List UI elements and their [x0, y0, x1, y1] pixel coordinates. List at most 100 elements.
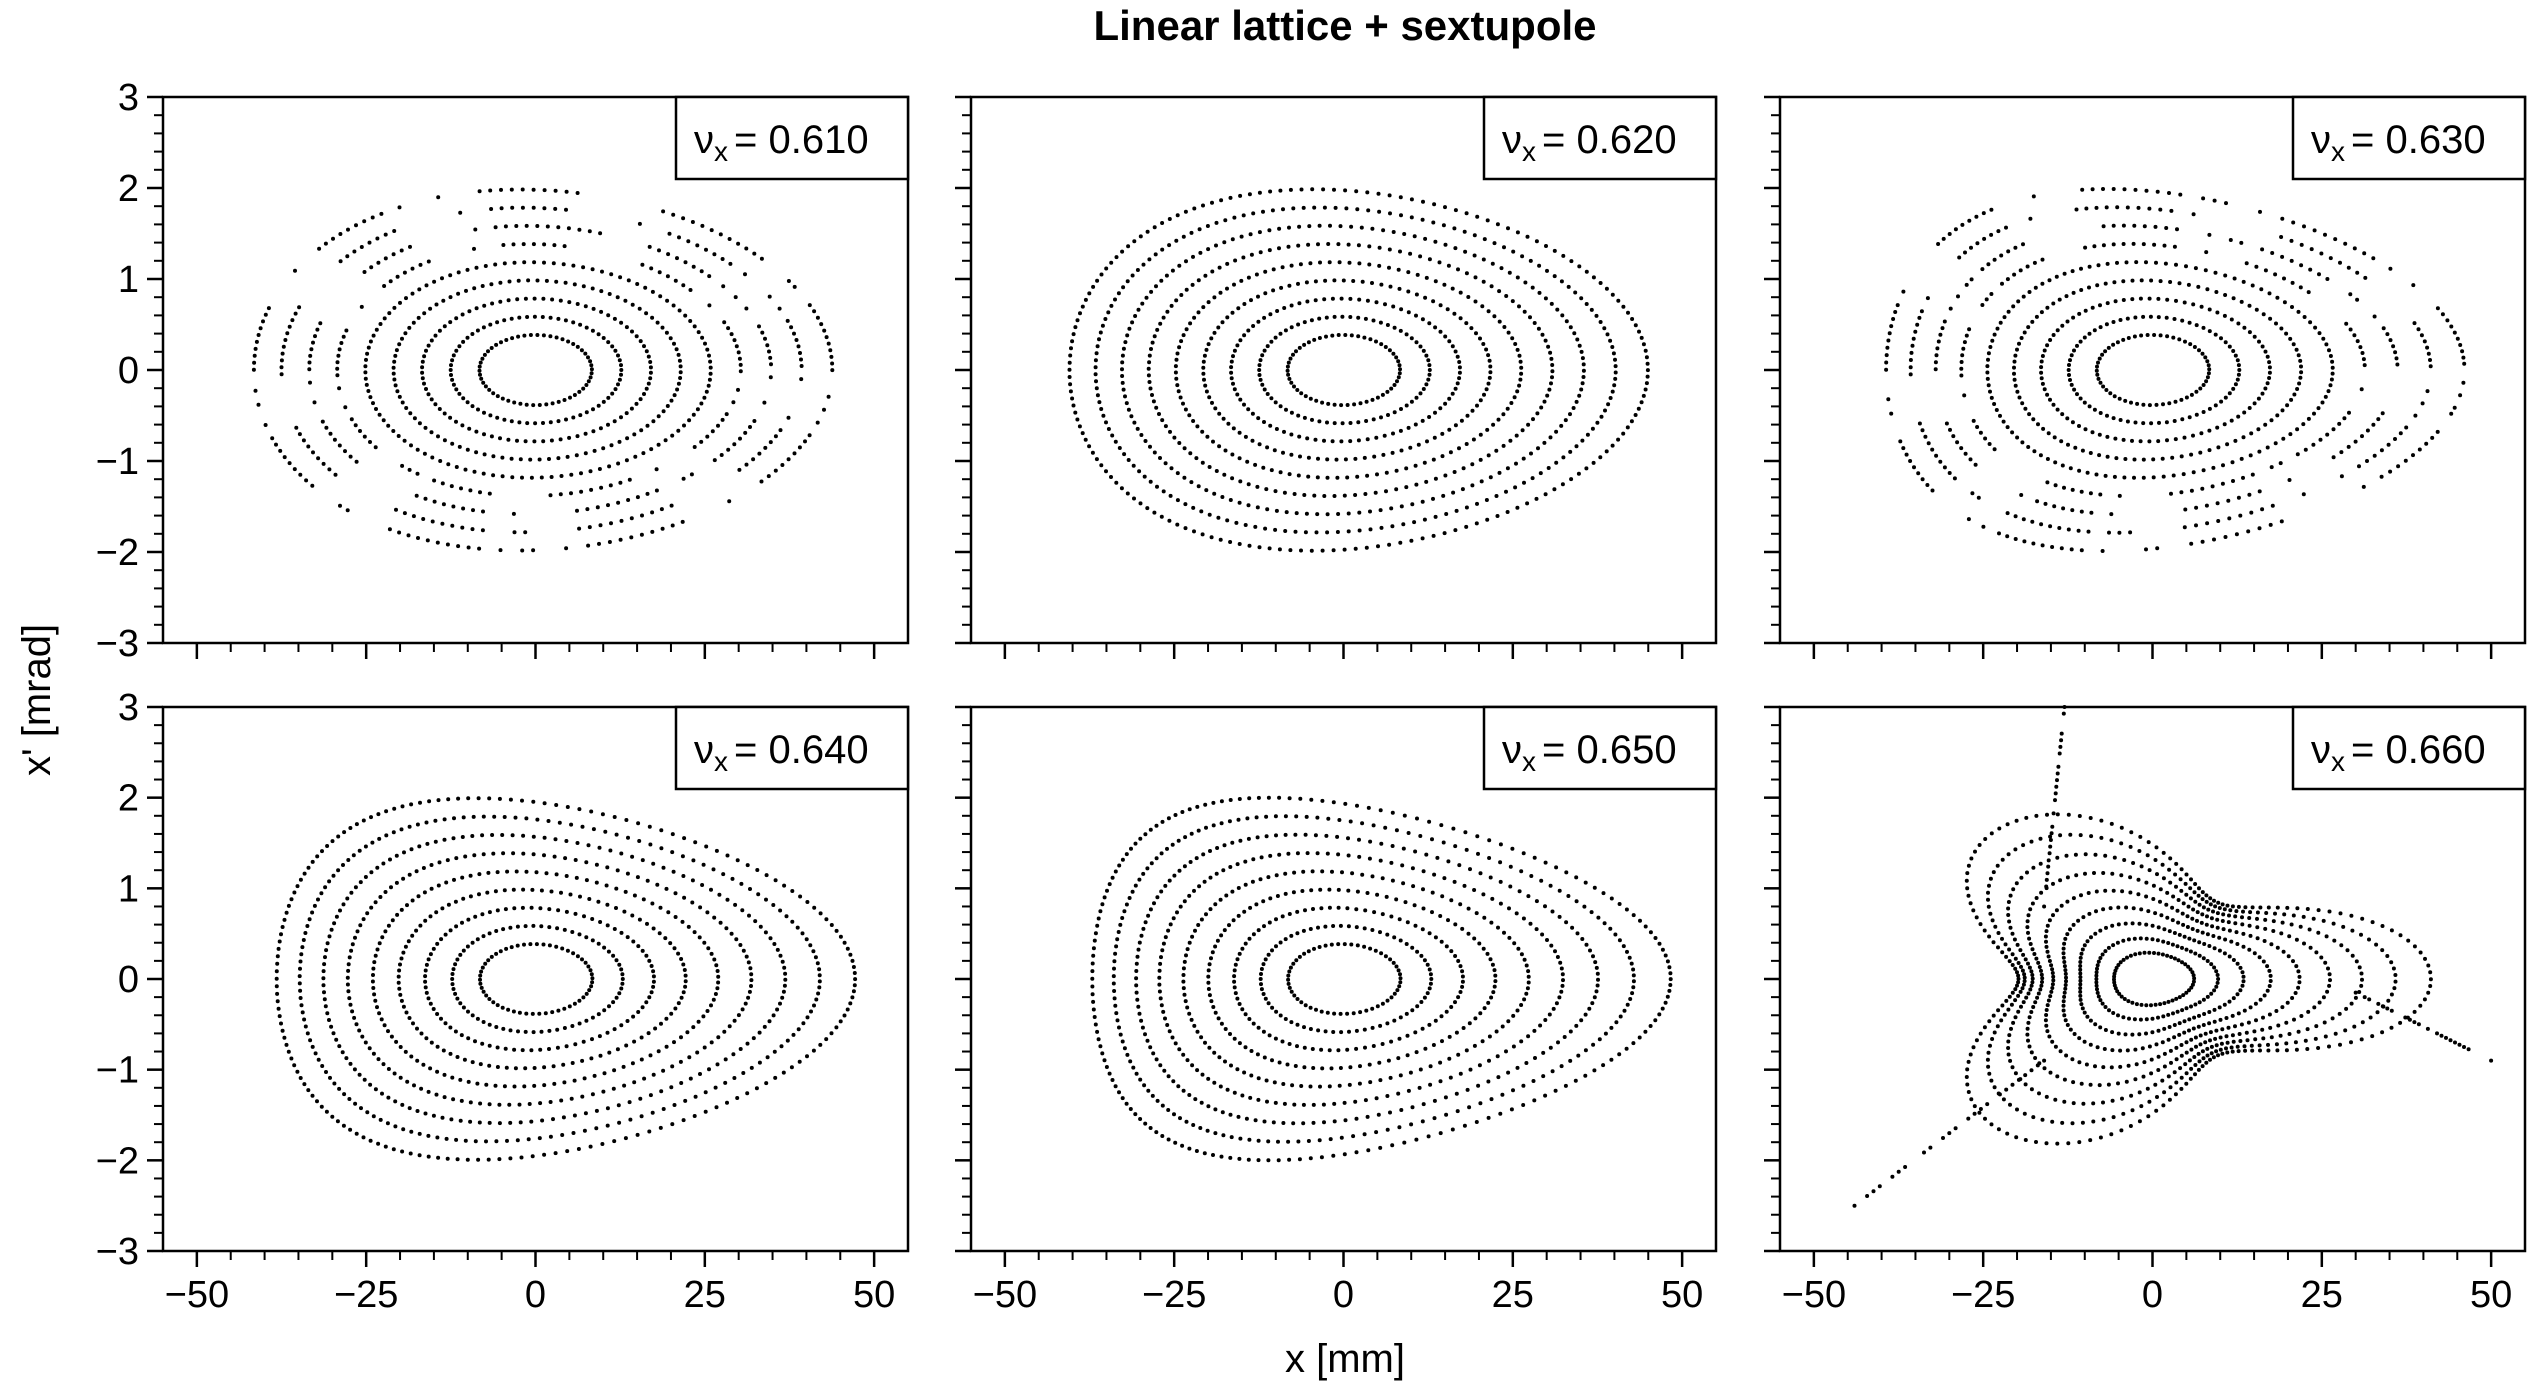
data-point: [1207, 395, 1212, 400]
data-point: [2219, 336, 2223, 341]
data-point: [368, 339, 373, 344]
data-point: [639, 532, 644, 537]
data-point: [1308, 927, 1313, 931]
data-point: [429, 430, 434, 435]
data-point: [532, 439, 537, 444]
data-point: [1219, 198, 1224, 203]
data-point: [1373, 490, 1378, 495]
data-point: [687, 1055, 692, 1060]
data-point: [1137, 1011, 1142, 1016]
data-point: [1262, 1055, 1267, 1060]
data-point: [717, 892, 722, 897]
data-point: [337, 386, 342, 391]
data-point: [279, 365, 284, 370]
data-point: [1967, 327, 1972, 332]
data-point: [2080, 187, 2085, 192]
data-point: [1392, 1018, 1397, 1023]
data-point: [1568, 325, 1573, 330]
data-point: [545, 224, 550, 229]
data-point: [2257, 339, 2261, 344]
data-point: [1543, 860, 1548, 865]
data-point: [353, 935, 357, 940]
data-point: [618, 537, 623, 542]
data-point: [501, 851, 506, 856]
data-point: [1327, 260, 1332, 265]
data-point: [596, 941, 601, 946]
data-point: [614, 886, 619, 891]
data-point: [600, 812, 605, 817]
data-point: [1507, 935, 1512, 940]
data-point: [481, 509, 485, 514]
data-point: [639, 1057, 644, 1062]
data-point: [678, 1059, 683, 1064]
data-point: [2132, 223, 2137, 228]
data-point: [1128, 1059, 1133, 1064]
data-point: [2039, 376, 2044, 381]
data-point: [1480, 304, 1485, 309]
data-point: [363, 364, 368, 369]
data-point: [1335, 530, 1340, 534]
data-point: [619, 986, 624, 991]
data-point: [1228, 1032, 1232, 1036]
data-point: [2455, 336, 2460, 341]
data-point: [1343, 188, 1348, 193]
data-point: [505, 1138, 509, 1143]
data-point: [625, 1019, 630, 1023]
data-point: [1264, 834, 1269, 839]
data-point: [1475, 403, 1479, 408]
data-point: [307, 917, 312, 922]
data-point: [1267, 546, 1272, 551]
data-point: [423, 968, 428, 973]
data-point: [1481, 892, 1486, 897]
data-point: [535, 224, 540, 228]
data-point: [740, 1007, 745, 1012]
data-point: [1668, 971, 1673, 976]
data-point: [1152, 334, 1157, 339]
data-point: [423, 979, 428, 984]
data-point: [1326, 401, 1331, 406]
data-point: [1478, 871, 1483, 876]
data-point: [2212, 988, 2217, 993]
data-point: [1398, 1015, 1403, 1020]
data-point: [1555, 955, 1560, 959]
data-point: [489, 954, 494, 959]
data-point: [1137, 877, 1142, 882]
data-point: [1587, 1006, 1592, 1011]
data-point: [369, 905, 374, 910]
data-point: [399, 827, 404, 832]
data-point: [2076, 528, 2081, 533]
data-point: [524, 1011, 529, 1016]
data-point: [475, 1016, 480, 1021]
data-point: [1277, 547, 1282, 552]
data-point: [2130, 1032, 2135, 1037]
data-point: [683, 313, 688, 318]
data-point: [622, 1083, 627, 1088]
data-point: [1246, 503, 1251, 508]
data-point: [1340, 870, 1344, 875]
data-point: [397, 986, 402, 991]
data-point: [663, 438, 668, 443]
data-point: [509, 945, 514, 950]
data-point: [2270, 251, 2275, 255]
data-point: [1916, 471, 1921, 476]
data-point: [648, 1053, 653, 1058]
data-point: [1390, 844, 1395, 848]
data-point: [325, 941, 330, 946]
data-point: [1140, 1025, 1145, 1030]
data-point: [676, 381, 681, 386]
data-point: [2121, 437, 2126, 442]
data-point: [2115, 205, 2120, 210]
data-point: [1388, 1075, 1393, 1080]
data-point: [1236, 913, 1241, 918]
data-point: [1138, 836, 1143, 841]
data-point: [1078, 311, 1082, 316]
data-point: [1389, 1039, 1394, 1044]
data-point: [2267, 365, 2272, 370]
data-point: [1350, 871, 1355, 876]
data-point: [535, 817, 540, 822]
data-point: [2192, 345, 2197, 349]
data-point: [1278, 470, 1283, 475]
data-point: [467, 426, 472, 431]
data-point: [1302, 342, 1307, 347]
data-point: [254, 339, 259, 344]
